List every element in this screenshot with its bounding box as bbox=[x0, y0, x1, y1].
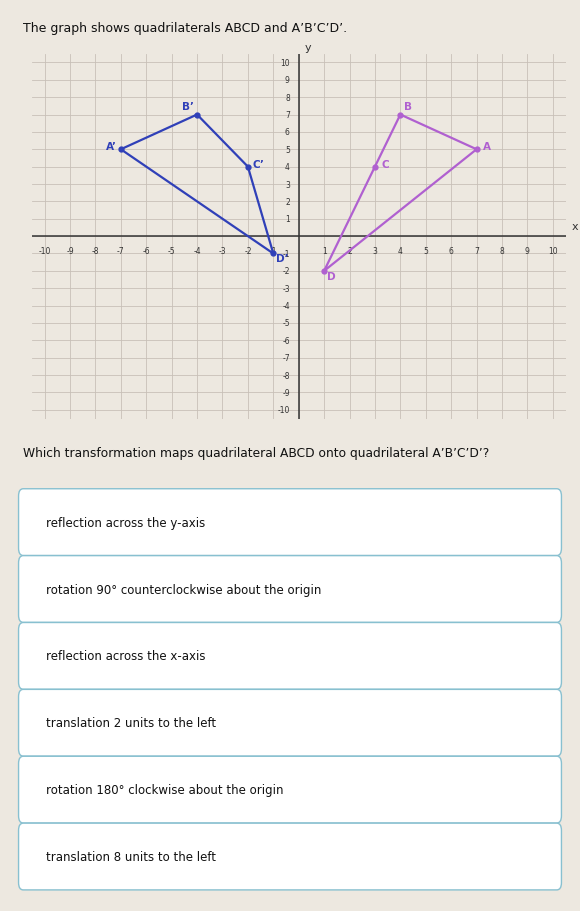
Text: reflection across the y-axis: reflection across the y-axis bbox=[46, 516, 206, 529]
Text: 1: 1 bbox=[322, 246, 327, 255]
Text: -5: -5 bbox=[168, 246, 176, 255]
Text: B: B bbox=[404, 102, 412, 112]
Text: 10: 10 bbox=[280, 59, 290, 67]
Text: 5: 5 bbox=[285, 146, 290, 155]
Text: A’: A’ bbox=[106, 142, 117, 152]
Text: 9: 9 bbox=[525, 246, 530, 255]
Text: 5: 5 bbox=[423, 246, 428, 255]
Text: -7: -7 bbox=[117, 246, 125, 255]
Text: B’: B’ bbox=[182, 102, 194, 112]
Text: Which transformation maps quadrilateral ABCD onto quadrilateral A’B’C’D’?: Which transformation maps quadrilateral … bbox=[23, 446, 490, 459]
Text: -3: -3 bbox=[219, 246, 226, 255]
Text: -5: -5 bbox=[282, 319, 290, 328]
Text: 3: 3 bbox=[285, 180, 290, 189]
Text: 1: 1 bbox=[285, 215, 290, 224]
Text: 4: 4 bbox=[285, 163, 290, 172]
Text: -2: -2 bbox=[244, 246, 252, 255]
Text: -1: -1 bbox=[282, 250, 290, 259]
Text: translation 2 units to the left: translation 2 units to the left bbox=[46, 716, 216, 730]
Text: -4: -4 bbox=[282, 302, 290, 311]
Text: -2: -2 bbox=[282, 267, 290, 276]
Text: rotation 90° counterclockwise about the origin: rotation 90° counterclockwise about the … bbox=[46, 583, 322, 596]
Text: 7: 7 bbox=[474, 246, 479, 255]
Text: A: A bbox=[483, 142, 491, 152]
Text: -9: -9 bbox=[66, 246, 74, 255]
Text: -3: -3 bbox=[282, 284, 290, 293]
Text: x: x bbox=[572, 222, 578, 232]
Text: 4: 4 bbox=[398, 246, 403, 255]
Text: 8: 8 bbox=[499, 246, 505, 255]
Text: -4: -4 bbox=[193, 246, 201, 255]
Text: -1: -1 bbox=[270, 246, 277, 255]
Text: y: y bbox=[305, 43, 311, 53]
Text: D: D bbox=[327, 271, 335, 281]
Text: 2: 2 bbox=[285, 198, 290, 207]
Text: 7: 7 bbox=[285, 111, 290, 120]
Text: rotation 180° clockwise about the origin: rotation 180° clockwise about the origin bbox=[46, 783, 284, 796]
Text: 6: 6 bbox=[449, 246, 454, 255]
Text: 6: 6 bbox=[285, 128, 290, 138]
Text: -9: -9 bbox=[282, 388, 290, 397]
Text: translation 8 units to the left: translation 8 units to the left bbox=[46, 850, 216, 863]
Text: reflection across the x-axis: reflection across the x-axis bbox=[46, 650, 206, 662]
Text: C: C bbox=[381, 159, 389, 169]
Text: 9: 9 bbox=[285, 77, 290, 86]
Text: -10: -10 bbox=[277, 406, 290, 415]
Text: -10: -10 bbox=[38, 246, 51, 255]
Text: -7: -7 bbox=[282, 353, 290, 363]
Text: -8: -8 bbox=[92, 246, 99, 255]
Text: 10: 10 bbox=[548, 246, 557, 255]
Text: C’: C’ bbox=[253, 159, 265, 169]
Text: -6: -6 bbox=[282, 336, 290, 345]
Text: 2: 2 bbox=[347, 246, 352, 255]
Text: -6: -6 bbox=[143, 246, 150, 255]
Text: 8: 8 bbox=[285, 94, 290, 103]
Text: The graph shows quadrilaterals ABCD and A’B’C’D’.: The graph shows quadrilaterals ABCD and … bbox=[23, 22, 347, 35]
Text: -8: -8 bbox=[282, 371, 290, 380]
Text: D’: D’ bbox=[276, 254, 288, 264]
Text: 3: 3 bbox=[372, 246, 378, 255]
